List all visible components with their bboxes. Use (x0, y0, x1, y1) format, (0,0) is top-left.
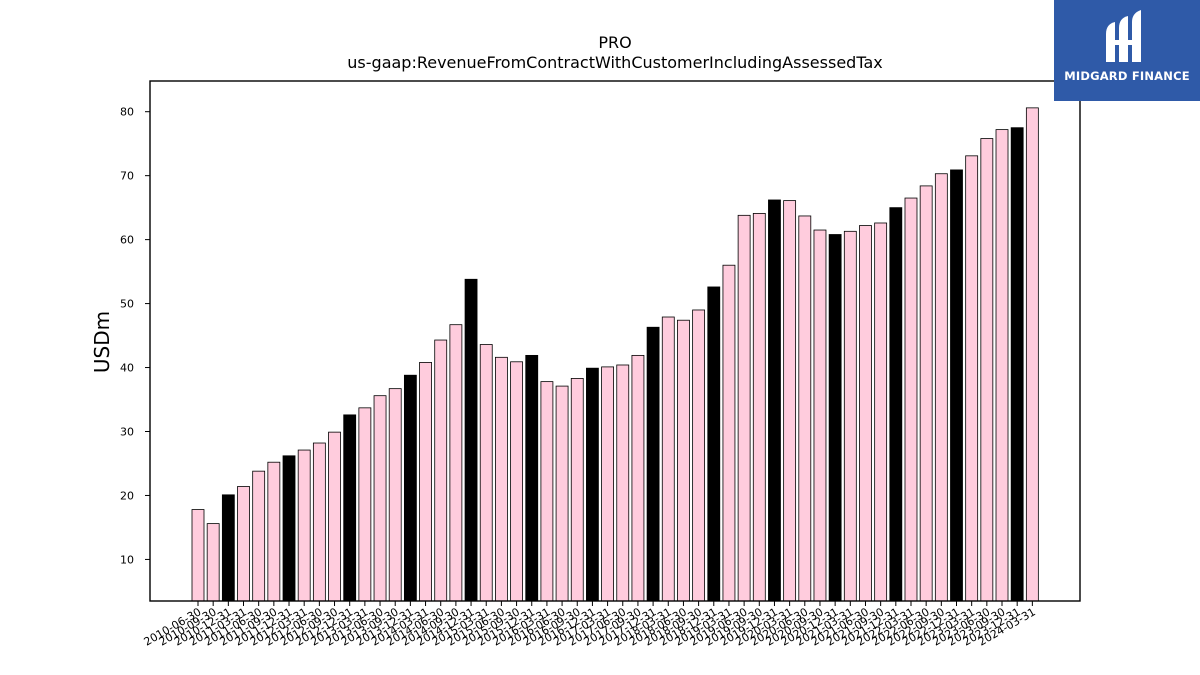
bar-2012-03-31 (297, 449, 311, 602)
bar-2014-06-30 (434, 339, 448, 602)
bars-group (191, 107, 1039, 602)
bar-2019-12-31 (768, 199, 781, 602)
bar-2021-12-31 (889, 207, 903, 602)
bar-2013-12-31 (403, 374, 417, 602)
bar-2018-03-31 (661, 316, 675, 602)
bar-2021-06-30 (859, 225, 872, 602)
y-tick-label: 10 (120, 553, 134, 566)
bar-2015-12-31 (525, 354, 539, 602)
bar-2020-09-30 (813, 229, 827, 602)
bar-2021-09-30 (874, 222, 888, 602)
bar-2020-12-31 (828, 234, 842, 602)
bar-2017-03-31 (601, 366, 614, 602)
plot-frame (149, 80, 1081, 602)
bar-2012-09-30 (328, 431, 341, 602)
bar-2020-06-30 (798, 215, 812, 602)
bar-2023-03-31 (965, 155, 979, 602)
bar-2021-03-31 (843, 230, 857, 602)
bar-2015-09-30 (510, 361, 523, 602)
bar-2024-03-31 (1025, 107, 1039, 602)
bar-2022-12-31 (950, 169, 963, 602)
bar-2022-09-30 (934, 173, 948, 602)
bar-2023-12-31 (1010, 127, 1024, 602)
midgard-finance-logo: MIDGARD FINANCE (1054, 0, 1200, 101)
bar-2013-06-30 (373, 395, 387, 602)
bar-2014-09-30 (449, 324, 463, 602)
bar-2023-06-30 (980, 138, 994, 602)
bar-2016-09-30 (570, 378, 584, 602)
bar-2019-06-30 (737, 214, 751, 602)
midgard-logo-icon (1106, 10, 1141, 62)
bar-2018-09-30 (692, 309, 706, 602)
bar-2017-06-30 (616, 364, 630, 602)
bar-2013-09-30 (388, 388, 402, 602)
chart-subtitle: us-gaap:RevenueFromContractWithCustomerI… (347, 53, 882, 72)
y-tick-label: 80 (120, 106, 134, 119)
logo-text: MIDGARD FINANCE (1064, 69, 1190, 83)
bar-2013-03-31 (358, 407, 372, 602)
bar-2018-06-30 (677, 319, 690, 602)
chart-title: PRO (598, 33, 631, 52)
bar-2012-06-30 (312, 442, 326, 602)
bar-2019-03-31 (722, 264, 736, 602)
bar-2014-03-31 (419, 362, 432, 602)
bar-2017-09-30 (631, 354, 645, 602)
bar-2015-03-31 (479, 344, 493, 602)
bar-2015-06-30 (494, 356, 508, 602)
bar-2012-12-31 (343, 414, 357, 602)
y-tick-label: 60 (120, 234, 134, 247)
bar-2016-12-31 (586, 367, 599, 602)
y-tick-label: 20 (120, 489, 134, 502)
bar-2016-06-30 (555, 385, 569, 602)
bar-2022-06-30 (919, 185, 933, 602)
bar-2011-06-30 (252, 470, 266, 602)
y-axis-ticks: 10 20 30 40 50 60 70 80 (120, 106, 150, 566)
x-axis-ticks: 2010-06-302010-09-302010-12-312011-03-31… (142, 601, 1038, 649)
bar-2017-12-31 (646, 326, 660, 602)
y-tick-label: 40 (120, 362, 134, 375)
bar-2011-09-30 (267, 461, 281, 602)
bar-2020-03-31 (783, 200, 797, 602)
bar-2016-03-31 (540, 381, 554, 602)
bar-2011-03-31 (237, 486, 250, 602)
y-tick-label: 50 (120, 298, 134, 311)
bar-2010-09-30 (206, 523, 220, 602)
bar-2011-12-31 (282, 455, 296, 602)
bar-2023-09-30 (995, 129, 1009, 602)
bar-2018-12-31 (707, 286, 721, 602)
bar-2014-12-31 (464, 278, 478, 602)
bar-2010-06-30 (191, 509, 205, 602)
y-axis-label: USDm (90, 311, 114, 373)
y-tick-label: 70 (120, 170, 134, 183)
y-tick-label: 30 (120, 426, 134, 439)
bar-2022-03-31 (904, 197, 918, 602)
bar-2019-09-30 (752, 212, 766, 602)
bar-2010-12-31 (221, 494, 235, 602)
